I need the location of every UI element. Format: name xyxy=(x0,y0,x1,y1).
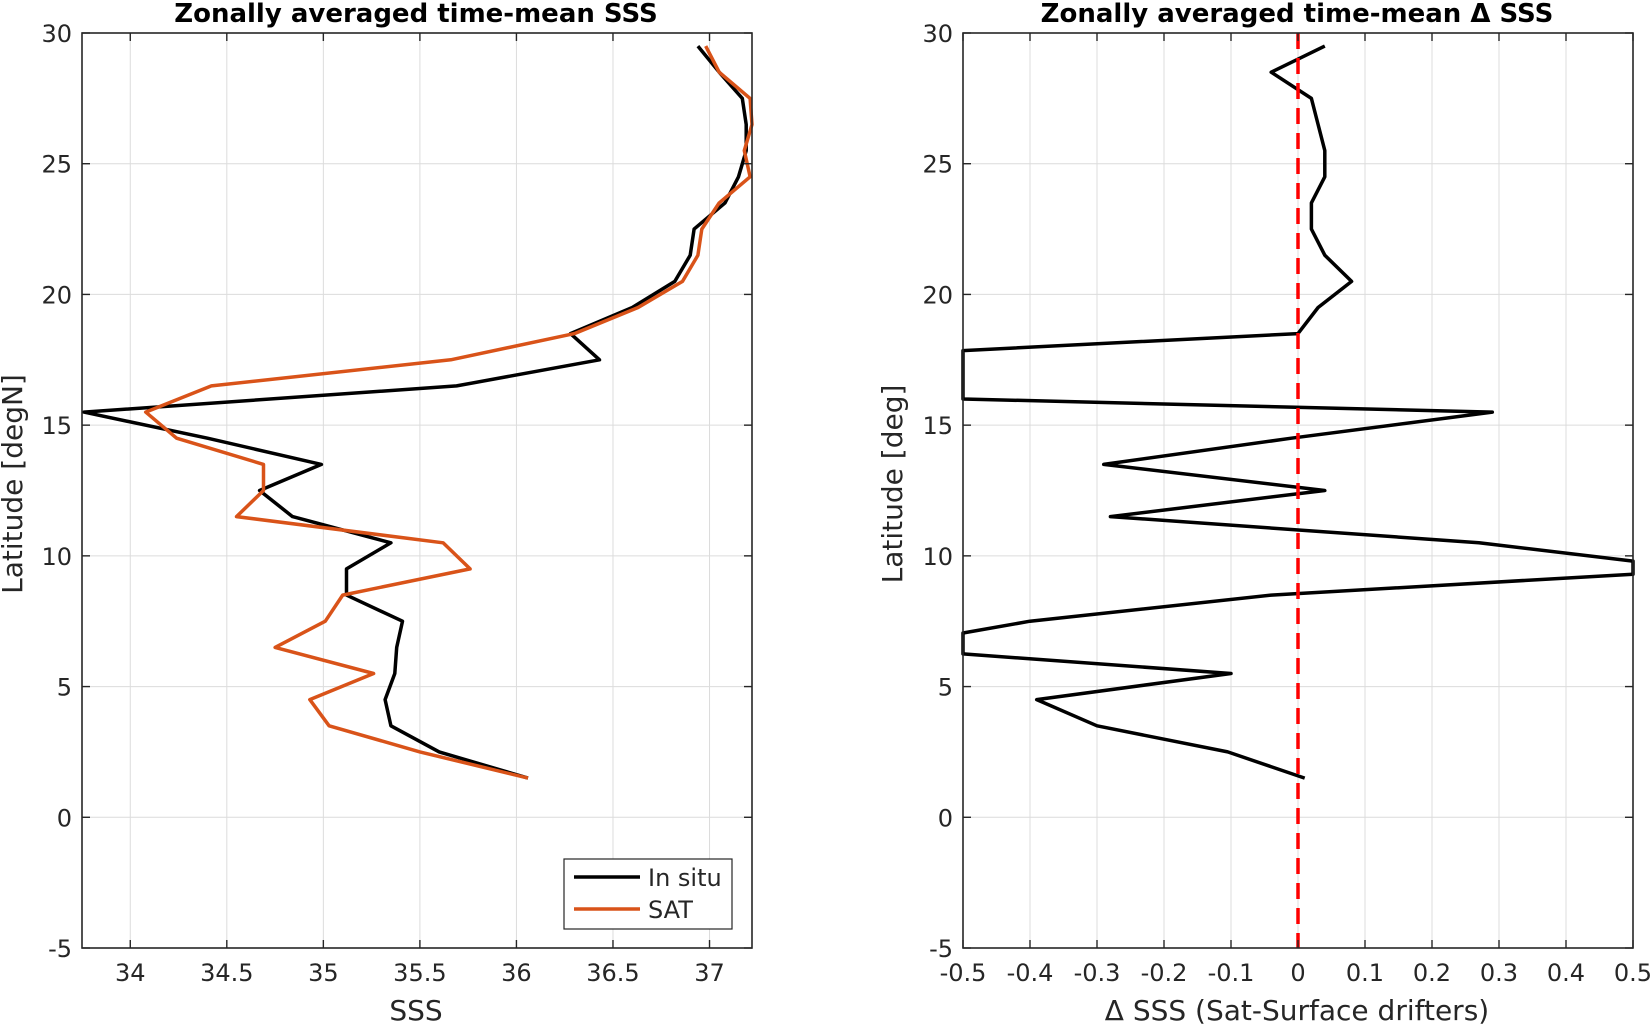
y-tick-label: 25 xyxy=(41,151,72,179)
y-tick-label: 5 xyxy=(938,674,953,702)
y-tick-label: -5 xyxy=(48,935,72,963)
x-tick-label: 36 xyxy=(501,959,532,987)
x-tick-label: -0.5 xyxy=(940,959,987,987)
y-tick-label: 15 xyxy=(922,412,953,440)
x-tick-label: 34.5 xyxy=(200,959,253,987)
x-tick-label: 0.4 xyxy=(1547,959,1585,987)
y-tick-label: 0 xyxy=(57,804,72,832)
y-tick-label: 30 xyxy=(41,20,72,48)
y-tick-label: 5 xyxy=(57,674,72,702)
y-tick-label: 25 xyxy=(922,151,953,179)
right-chart-xlabel: Δ SSS (Sat-Surface drifters) xyxy=(1105,994,1489,1025)
left-chart-legend: In situ SAT xyxy=(563,858,733,930)
right-chart: Zonally averaged time-mean Δ SSS Δ SSS (… xyxy=(876,0,1651,1025)
legend-box xyxy=(563,858,733,930)
y-tick-label: 15 xyxy=(41,412,72,440)
series-line-in-situ xyxy=(82,44,748,780)
y-tick-label: 0 xyxy=(938,804,953,832)
x-tick-label: 0.2 xyxy=(1413,959,1451,987)
x-tick-label: 37 xyxy=(694,959,725,987)
left-chart-xlabel: SSS xyxy=(389,994,442,1025)
legend-label-sat: SAT xyxy=(648,896,693,924)
left-chart-frame xyxy=(81,32,753,949)
y-tick-label: 30 xyxy=(922,20,953,48)
x-tick-label: -0.1 xyxy=(1208,959,1255,987)
right-chart-frame xyxy=(962,32,1634,949)
left-chart-title: Zonally averaged time-mean SSS xyxy=(174,0,658,29)
x-tick-label: 0 xyxy=(1290,959,1305,987)
y-tick-label: -5 xyxy=(929,935,953,963)
x-tick-label: -0.2 xyxy=(1141,959,1188,987)
x-tick-label: 0.3 xyxy=(1480,959,1518,987)
series-line-sat xyxy=(143,45,754,780)
right-chart-ylabel: Latitude [deg] xyxy=(876,385,909,584)
x-tick-label: -0.4 xyxy=(1007,959,1054,987)
x-tick-label: 35.5 xyxy=(393,959,446,987)
y-tick-label: 10 xyxy=(41,543,72,571)
y-tick-label: 20 xyxy=(41,281,72,309)
x-tick-label: 0.1 xyxy=(1346,959,1384,987)
x-tick-label: 0.5 xyxy=(1614,959,1651,987)
left-chart-ylabel: Latitude [degN] xyxy=(0,374,29,594)
left-chart: Zonally averaged time-mean SSS SSS Latit… xyxy=(0,0,754,1025)
legend-label-in-situ: In situ xyxy=(648,864,722,892)
y-tick-label: 20 xyxy=(922,281,953,309)
x-tick-label: 34 xyxy=(115,959,146,987)
x-tick-label: -0.3 xyxy=(1074,959,1121,987)
x-tick-label: 36.5 xyxy=(586,959,639,987)
x-tick-label: 35 xyxy=(308,959,339,987)
y-tick-label: 10 xyxy=(922,543,953,571)
right-chart-title: Zonally averaged time-mean Δ SSS xyxy=(1041,0,1554,29)
